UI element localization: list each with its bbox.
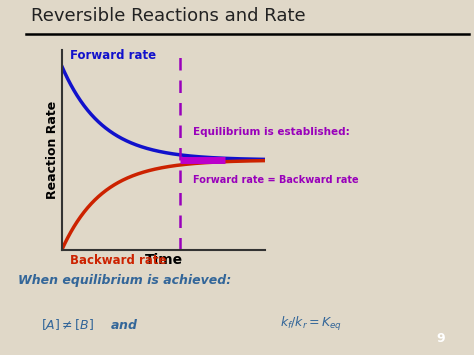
- X-axis label: Time: Time: [145, 253, 182, 267]
- Text: Forward rate: Forward rate: [70, 49, 156, 62]
- Text: Forward rate = Backward rate: Forward rate = Backward rate: [193, 175, 359, 185]
- Text: Equilibrium is established:: Equilibrium is established:: [193, 127, 350, 137]
- Text: Reversible Reactions and Rate: Reversible Reactions and Rate: [31, 7, 305, 24]
- Y-axis label: Reaction Rate: Reaction Rate: [46, 101, 59, 199]
- Text: 9: 9: [437, 332, 445, 345]
- Text: Backward rate: Backward rate: [70, 254, 166, 267]
- Text: $[A] \neq [B]$    and: $[A] \neq [B]$ and: [41, 317, 139, 332]
- Text: $k_f / k_r = K_{eq}$: $k_f / k_r = K_{eq}$: [280, 315, 342, 333]
- Text: When equilibrium is achieved:: When equilibrium is achieved:: [18, 274, 232, 287]
